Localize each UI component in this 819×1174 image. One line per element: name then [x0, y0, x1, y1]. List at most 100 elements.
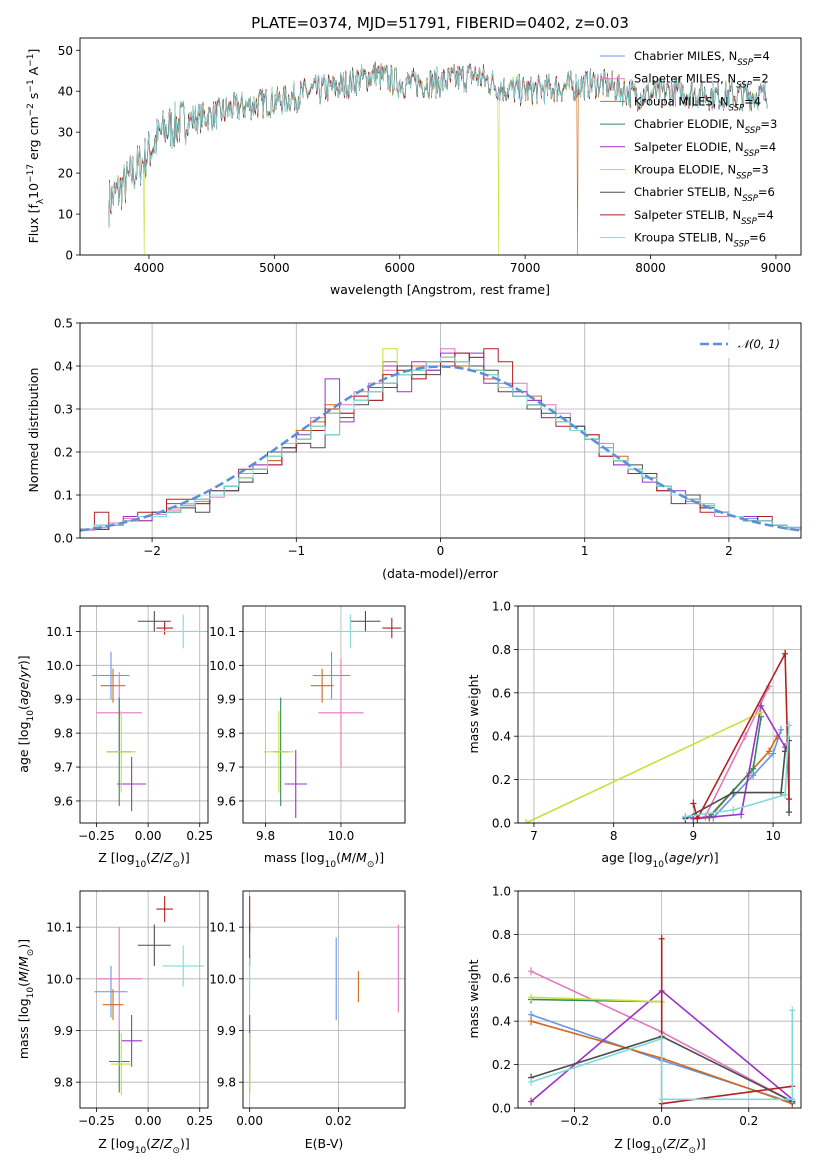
- plot-area: [80, 606, 208, 823]
- plot-content: [263, 611, 402, 818]
- legend-text: Kroupa STELIB, N: [634, 231, 734, 245]
- gaussian-curve: [80, 365, 801, 532]
- data-marker: [730, 788, 737, 797]
- data-marker: [766, 747, 773, 756]
- y-tick-label: 0.4: [492, 1015, 511, 1029]
- label-part: M: [356, 850, 367, 865]
- x-axis-label: (data-model)/error: [382, 566, 499, 581]
- panel-3: −0.25 0.00 0.259.69.79.89.910.010.1Z [log1…: [16, 605, 213, 870]
- y-tick-label: 0.8: [492, 643, 511, 657]
- label-part: (: [16, 705, 31, 710]
- y-tick-label: 9.7: [217, 761, 236, 775]
- legend-label: Kroupa STELIB, NSSP=6: [634, 231, 766, 250]
- data-marker: [658, 934, 665, 943]
- x-axis-label: mass [log10(M/M⊙)]: [264, 850, 384, 870]
- y-tick-label: 50: [58, 44, 73, 58]
- x-tick-label: 0.2: [739, 1114, 758, 1128]
- label-part: age [log: [601, 850, 652, 865]
- label-part: M: [16, 971, 31, 982]
- x-tick-label: 9.8: [256, 829, 275, 843]
- data-marker: [758, 708, 765, 717]
- label-part: −17: [26, 164, 36, 183]
- x-tick-label: −2: [143, 544, 161, 558]
- label-part: )]: [180, 1136, 190, 1151]
- y-tick-label: 0.5: [54, 317, 73, 331]
- data-marker: [786, 721, 793, 730]
- label-part: age: [669, 850, 693, 865]
- mass-weight-line: [693, 703, 786, 820]
- legend-tail: =3: [760, 117, 777, 131]
- x-tick-label: −1: [287, 544, 305, 558]
- legend-label: Salpeter MILES, NSSP=2: [634, 72, 769, 91]
- x-tick-label: 0.00: [135, 1114, 162, 1128]
- label-part: (: [16, 982, 31, 987]
- y-tick-label: 0.6: [492, 686, 511, 700]
- x-axis-label: E(B-V): [305, 1136, 344, 1151]
- label-part: ]: [26, 49, 41, 54]
- x-axis-label: Z [log10(Z/Z⊙)]: [98, 850, 190, 870]
- label-part: Z: [163, 1136, 173, 1151]
- legend-tail: =6: [749, 231, 766, 245]
- label-part: ⊙: [688, 1146, 696, 1156]
- y-tick-label: 10: [58, 208, 73, 222]
- label-part: 10: [135, 860, 147, 870]
- y-tick-label: 9.9: [54, 693, 73, 707]
- plot-frame: [79, 37, 802, 256]
- legend-tail: =4: [759, 140, 776, 154]
- y-tick-label: 10.0: [209, 659, 236, 673]
- label-part: 10: [26, 183, 41, 199]
- legend-text: Chabrier STELIB, N: [634, 185, 742, 199]
- plot-area: [518, 606, 801, 823]
- label-part: )]: [709, 850, 719, 865]
- data-marker: [750, 764, 757, 773]
- errorbar-point: [100, 668, 126, 703]
- label-part: /: [160, 1136, 165, 1151]
- data-marker: [528, 967, 535, 976]
- legend-label: Kroupa MILES, NSSP=4: [634, 94, 761, 113]
- data-marker: [789, 1006, 796, 1015]
- label-part: /: [16, 966, 31, 971]
- x-tick-label: 5000: [259, 261, 290, 275]
- y-tick-label: 0.4: [54, 360, 73, 374]
- y-tick-label: 30: [58, 126, 73, 140]
- errorbar-point: [94, 965, 128, 1018]
- data-marker: [682, 812, 689, 821]
- data-marker: [730, 805, 737, 814]
- panel-7: 0.00 0.02 9.8 9.9 10.0 10.1 E(B-V): [209, 890, 406, 1151]
- legend-sub: SSP: [736, 81, 752, 91]
- y-tick-label: 10.1: [209, 625, 236, 639]
- label-part: Z: [679, 1136, 689, 1151]
- x-tick-label: 0.02: [325, 1114, 352, 1128]
- y-tick-label: 1.0: [492, 600, 511, 614]
- y-axis-label: mass weight: [466, 959, 481, 1038]
- label-part: λ: [36, 198, 46, 204]
- x-tick-label: 0.00: [135, 829, 162, 843]
- y-tick-label: 0.3: [54, 403, 73, 417]
- y-tick-label: 40: [58, 85, 73, 99]
- y-tick-label: 0.0: [492, 817, 511, 831]
- y-tick-label: 9.9: [54, 1024, 73, 1038]
- y-tick-label: 10.1: [46, 921, 73, 935]
- data-marker: [522, 819, 529, 823]
- y-tick-label: 10.1: [46, 625, 73, 639]
- x-tick-label: 0.25: [186, 1114, 213, 1128]
- x-axis-label: wavelength [Angstrom, rest frame]: [330, 282, 550, 297]
- y-tick-label: 1.0: [492, 885, 511, 899]
- legend-sub: SSP: [744, 149, 760, 159]
- data-marker: [778, 725, 785, 734]
- legend-tail: =2: [752, 72, 769, 86]
- plot-content: [249, 896, 399, 1096]
- errorbar-point: [263, 711, 294, 793]
- x-tick-label: 10.0: [328, 829, 355, 843]
- legend-text: Chabrier ELODIE, N: [634, 117, 745, 131]
- y-tick-label: 9.6: [54, 794, 73, 808]
- errorbar-point: [310, 668, 334, 703]
- legend-tail: =3: [752, 163, 769, 177]
- x-axis-label: Z [log10(Z/Z⊙)]: [98, 1136, 190, 1156]
- errorbar-point: [284, 750, 308, 818]
- label-part: Flux [f: [26, 204, 41, 244]
- label-part: Z [log: [614, 1136, 650, 1151]
- label-part: 10: [26, 987, 36, 999]
